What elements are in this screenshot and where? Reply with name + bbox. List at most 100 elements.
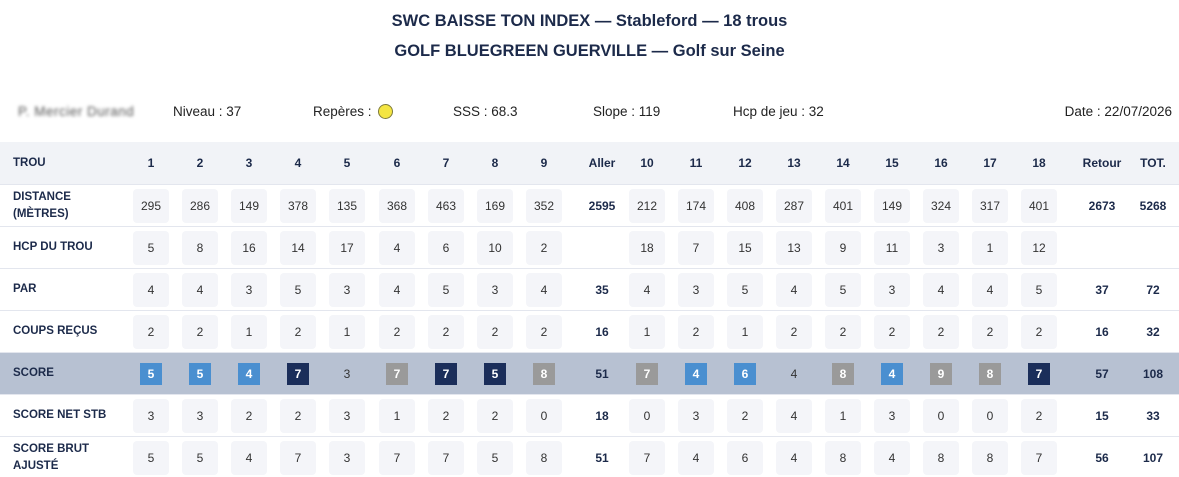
hole-cell: 14	[280, 231, 316, 265]
hole-cell: 11	[874, 231, 910, 265]
row-hcp-du-trou: HCP DU TROU 5 8 16 14 17 4 6 10 2 18 7 15 13 9 11 3 1 12	[0, 226, 1179, 268]
hole-cell: 2	[428, 315, 464, 349]
hole-cell: 5	[727, 273, 763, 307]
hole-cell: 4	[923, 273, 959, 307]
total-cell: 5268	[1139, 199, 1167, 213]
hole-cell: 3	[231, 273, 267, 307]
hole-cell: 4	[182, 273, 218, 307]
hole-cell: 2	[1021, 315, 1057, 349]
total-cell: 2595	[588, 199, 616, 213]
total-cell: 32	[1146, 325, 1160, 339]
hole-cell: 4	[776, 399, 812, 433]
hole-cell: 2	[428, 399, 464, 433]
tee-color-dot-icon	[378, 104, 394, 119]
hole-cell: 463	[428, 189, 464, 223]
competition-title: SWC BAISSE TON INDEX — Stableford — 18 t…	[391, 12, 788, 30]
total-cell: 16	[595, 325, 609, 339]
hole-cell: 7	[428, 441, 464, 475]
hole-cell: 5	[182, 441, 218, 475]
hole-cell: 6	[727, 441, 763, 475]
hole-cell: 352	[526, 189, 562, 223]
hole-cell: 8	[526, 357, 562, 391]
total-cell: 37	[1095, 283, 1109, 297]
hole-cell: 4	[776, 441, 812, 475]
hole-cell: 2	[923, 315, 959, 349]
total-cell: 16	[1095, 325, 1109, 339]
hole-cell: 7	[379, 441, 415, 475]
hole-cell: 4	[379, 273, 415, 307]
column-header: 7	[442, 156, 450, 170]
hole-cell: 2	[825, 315, 861, 349]
hole-cell: 4	[776, 357, 812, 391]
column-header: 13	[787, 156, 801, 170]
score-chip: 4	[790, 367, 798, 381]
hole-cell: 3	[329, 441, 365, 475]
reperes: Repères :	[313, 101, 394, 123]
hole-cell: 13	[776, 231, 812, 265]
hole-cell: 3	[678, 273, 714, 307]
niveau-value: Niveau : 37	[173, 104, 242, 119]
hole-cell: 4	[678, 441, 714, 475]
reperes-label: Repères :	[313, 104, 372, 119]
hole-cell: 4	[629, 273, 665, 307]
hole-cell: 4	[526, 273, 562, 307]
hole-cell: 2	[526, 315, 562, 349]
hole-cell: 8	[825, 357, 861, 391]
total-cell: 15	[1095, 409, 1109, 423]
score-chip: 5	[484, 363, 506, 385]
hole-cell: 7	[629, 441, 665, 475]
hole-cell: 2	[727, 399, 763, 433]
hole-cell: 5	[280, 273, 316, 307]
player-info-bar: P. Mercier Durand Niveau : 37 Repères : …	[0, 101, 1179, 123]
hole-cell: 4	[874, 357, 910, 391]
hole-cell: 3	[329, 357, 365, 391]
header-label-trou: TROU	[13, 156, 46, 169]
hole-cell: 7	[1021, 357, 1057, 391]
column-header: 2	[196, 156, 204, 170]
total-cell: 51	[595, 451, 609, 465]
score-chip: 5	[140, 363, 162, 385]
column-header: TOT.	[1140, 156, 1166, 170]
date-value: Date : 22/07/2026	[1064, 104, 1172, 119]
hole-cell: 2	[972, 315, 1008, 349]
slope-value: Slope : 119	[593, 104, 661, 119]
hole-cell: 2	[874, 315, 910, 349]
column-header: 14	[836, 156, 850, 170]
scorecard-titles: SWC BAISSE TON INDEX — Stableford — 18 t…	[0, 9, 1179, 69]
row-distance: DISTANCE (MÈTRES) 295 286 149 378 135 368 463 16…	[0, 184, 1179, 226]
hole-cell: 5	[825, 273, 861, 307]
row-coups-recus-label: COUPS REÇUS	[13, 325, 98, 337]
column-header: 18	[1032, 156, 1046, 170]
hole-cell: 2	[280, 399, 316, 433]
hole-cell: 135	[329, 189, 365, 223]
hole-cell: 4	[231, 441, 267, 475]
hole-cell: 3	[182, 399, 218, 433]
total-cell: 51	[595, 367, 609, 381]
sss-value: SSS : 68.3	[453, 104, 518, 119]
hole-cell: 3	[133, 399, 169, 433]
column-header: 5	[343, 156, 351, 170]
score-chip: 7	[1028, 363, 1050, 385]
hole-cell: 1	[727, 315, 763, 349]
hole-cell: 174	[678, 189, 714, 223]
hole-cell: 1	[379, 399, 415, 433]
score-chip: 7	[287, 363, 309, 385]
hole-cell: 368	[379, 189, 415, 223]
total-cell: 2673	[1088, 199, 1116, 213]
hole-cell: 4	[776, 273, 812, 307]
scorecard-header-row: TROU 1 2 3 4 5 6 7 8 9 Aller 10 11 12 13 14 15 16 17 18 Reto…	[0, 142, 1179, 184]
hole-cell: 12	[1021, 231, 1057, 265]
row-distance-label: DISTANCE (MÈTRES)	[13, 190, 71, 220]
total-cell: 33	[1146, 409, 1160, 423]
score-chip: 7	[435, 363, 457, 385]
hole-cell: 0	[629, 399, 665, 433]
hole-cell: 2	[379, 315, 415, 349]
row-score-brut-ajuste-label: SCORE BRUT AJUSTÉ	[13, 442, 90, 472]
score-chip: 9	[930, 363, 952, 385]
column-header: 16	[934, 156, 948, 170]
hole-cell: 2	[182, 315, 218, 349]
hole-cell: 5	[133, 231, 169, 265]
row-score-net-stb-label: SCORE NET STB	[13, 409, 107, 421]
hole-cell: 149	[874, 189, 910, 223]
hole-cell: 1	[329, 315, 365, 349]
